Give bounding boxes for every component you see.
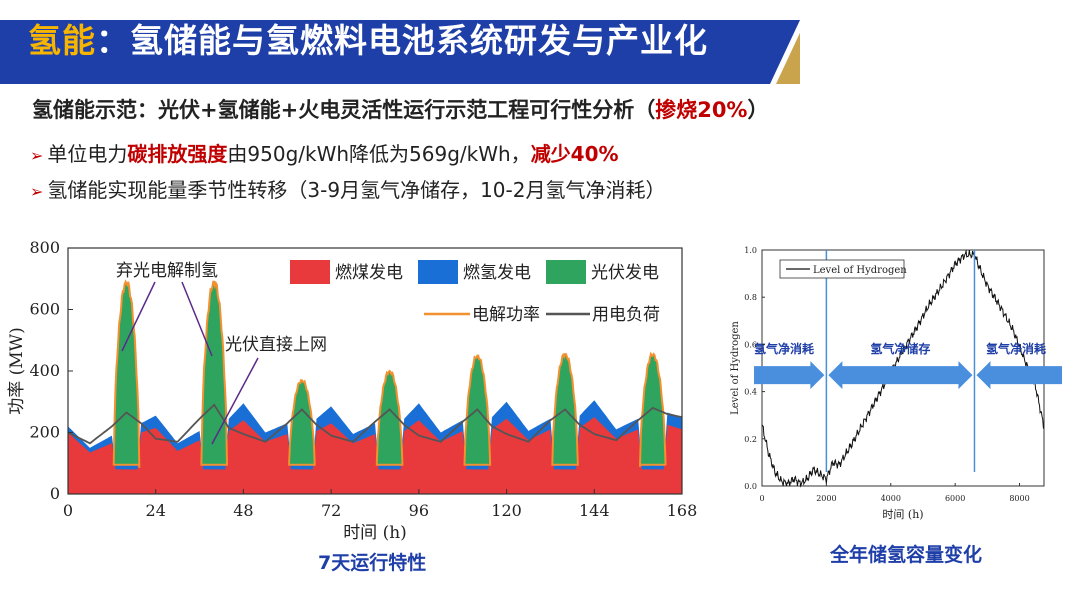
- series-pv-day-4: [375, 369, 404, 466]
- series-pv-day-2: [200, 280, 228, 466]
- bullet-1-pre: 单位电力: [47, 142, 128, 166]
- y-tick-label: 0: [50, 484, 60, 503]
- x-tick-label: 120: [491, 501, 522, 520]
- y-axis-label: 功率 (MW): [7, 327, 27, 415]
- y-tick-label: 600: [29, 300, 60, 319]
- legend-box: [779, 259, 905, 279]
- annotation-grid: 光伏直接上网: [225, 335, 327, 355]
- sub-heading-label: 氢储能示范：: [32, 98, 158, 122]
- x-axis-label: 时间 (h): [343, 523, 407, 543]
- legend-label-load: 用电负荷: [592, 305, 660, 325]
- bullet-arrow-icon: ➢: [30, 146, 44, 165]
- title-bar-bg: [0, 20, 800, 84]
- title-rest: ：氢储能与氢燃料电池系统研发与产业化: [96, 21, 708, 60]
- x-tick-label: 144: [579, 501, 610, 520]
- y-tick-label: 1.0: [744, 246, 757, 255]
- y-tick-label: 0.2: [744, 435, 757, 444]
- legend-label-2: 燃氢发电: [463, 263, 531, 283]
- phase-arrow-2: [828, 361, 973, 390]
- series-pv-day-3: [288, 379, 316, 466]
- x-tick-label: 72: [321, 501, 341, 520]
- title-key: 氢能: [28, 21, 96, 60]
- bullet-1-red1: 碳排放强度: [127, 142, 228, 166]
- y-tick-label: 0.4: [744, 388, 757, 397]
- x-tick-label: 48: [233, 501, 253, 520]
- bullet-carbon: ➢ 单位电力碳排放强度由950g/kWh降低为569g/kWh，减少40%: [30, 138, 619, 167]
- legend-label-3: 光伏发电: [591, 263, 659, 283]
- series-pv-day-7: [638, 351, 667, 467]
- logo-sub: 广州·南沙: [845, 67, 880, 76]
- series-load-line: [67, 403, 683, 445]
- sub-heading: 氢储能示范：光伏+氢储能+火电灵活性运行示范工程可行性分析（掺烧20%）: [32, 94, 768, 124]
- sub-heading-text: 光伏+氢储能+火电灵活性运行示范工程可行性分析（: [158, 98, 656, 122]
- x-tick-label: 24: [146, 501, 166, 520]
- annotation-curtail: 弃光电解制氢: [116, 261, 218, 281]
- x-tick-label: 8000: [1009, 494, 1029, 503]
- sub-heading-highlight: 掺烧20%: [655, 98, 748, 122]
- x-tick-label: 168: [667, 501, 698, 520]
- legend-swatch-1: [290, 260, 330, 284]
- bullet-2-text: 氢储能实现能量季节性转移（3-9月氢气净储存，10-2月氢气净消耗）: [47, 178, 666, 202]
- legend-label-electrolysis: 电解功率: [472, 305, 540, 325]
- phase-label-2: 氢气净储存: [870, 341, 930, 356]
- annotation-grid-arrow: [211, 357, 259, 445]
- legend-label-1: 燃煤发电: [335, 263, 403, 283]
- sub-heading-close: ）: [747, 98, 769, 122]
- y-tick-label: 200: [29, 423, 60, 442]
- logo-mark: GSF: [843, 32, 899, 62]
- y-tick-label: 400: [29, 361, 60, 380]
- series-pv-day-1: [112, 279, 141, 468]
- logo-bar-shape: [776, 32, 800, 84]
- y-axis-label: Level of Hydrogen: [730, 321, 741, 415]
- x-tick-label: 6000: [945, 494, 965, 503]
- annotation-curtail-arrow-2: [181, 281, 213, 357]
- legend-swatch-2: [418, 260, 458, 284]
- page-title: 氢能：氢储能与氢燃料电池系统研发与产业化: [28, 14, 708, 62]
- x-tick-label: 0: [759, 494, 764, 503]
- chart-annual: 氢气净消耗 氢气净储存 氢气净消耗 0 2000 4000 6000 8000 0.0 0.2 0.…: [730, 246, 1062, 521]
- phase-label-3: 氢气净消耗: [986, 341, 1046, 356]
- caption-annual: 全年储氢容量变化: [830, 544, 983, 566]
- series-coal-area: [68, 417, 682, 494]
- x-axis-label: 时间 (h): [882, 508, 923, 521]
- chart-7day: 0 24 48 72 96 120 144 168 0 200 400 600 800 时间 (h) 功率 …: [7, 238, 698, 543]
- y-tick-label: 800: [29, 238, 60, 257]
- y-tick-label: 0.6: [744, 340, 757, 349]
- bullet-1-mid: 由950g/kWh降低为569g/kWh，: [227, 142, 531, 166]
- series-hydrogen-level: [761, 250, 1045, 488]
- x-tick-label: 4000: [881, 494, 901, 503]
- y-tick-label: 0.0: [744, 482, 757, 491]
- phase-arrow-3: [976, 361, 1062, 390]
- y-tick-label: 0.8: [744, 293, 757, 302]
- logo-cn: 大湾区科学论坛: [921, 40, 1076, 62]
- legend-swatch-3: [546, 260, 586, 284]
- header: 氢能：氢储能与氢燃料电池系统研发与产业化 GSF 广州·南沙 大湾区科学论坛 G…: [0, 0, 1080, 84]
- bullet-seasonal: ➢ 氢储能实现能量季节性转移（3-9月氢气净储存，10-2月氢气净消耗）: [30, 174, 665, 203]
- phase-label-1: 氢气净消耗: [754, 341, 814, 356]
- logo-en: Greater Bay Area Science Forum: [921, 64, 1061, 74]
- bullet-arrow-icon: ➢: [30, 182, 44, 201]
- annotation-curtail-arrow-1: [121, 281, 156, 352]
- x-tick-label: 96: [409, 501, 429, 520]
- phase-arrow-1: [754, 361, 825, 390]
- bullet-1-red2: 减少40%: [530, 142, 619, 166]
- title-bar-shape: [0, 20, 800, 84]
- legend-label: Level of Hydrogen: [813, 265, 907, 276]
- forum-logo: GSF 广州·南沙 大湾区科学论坛 Greater Bay Area Scien…: [843, 26, 1073, 76]
- x-tick-label: 0: [63, 501, 73, 520]
- caption-7day: 7天运行特性: [318, 552, 427, 574]
- x-tick-label: 2000: [816, 494, 836, 503]
